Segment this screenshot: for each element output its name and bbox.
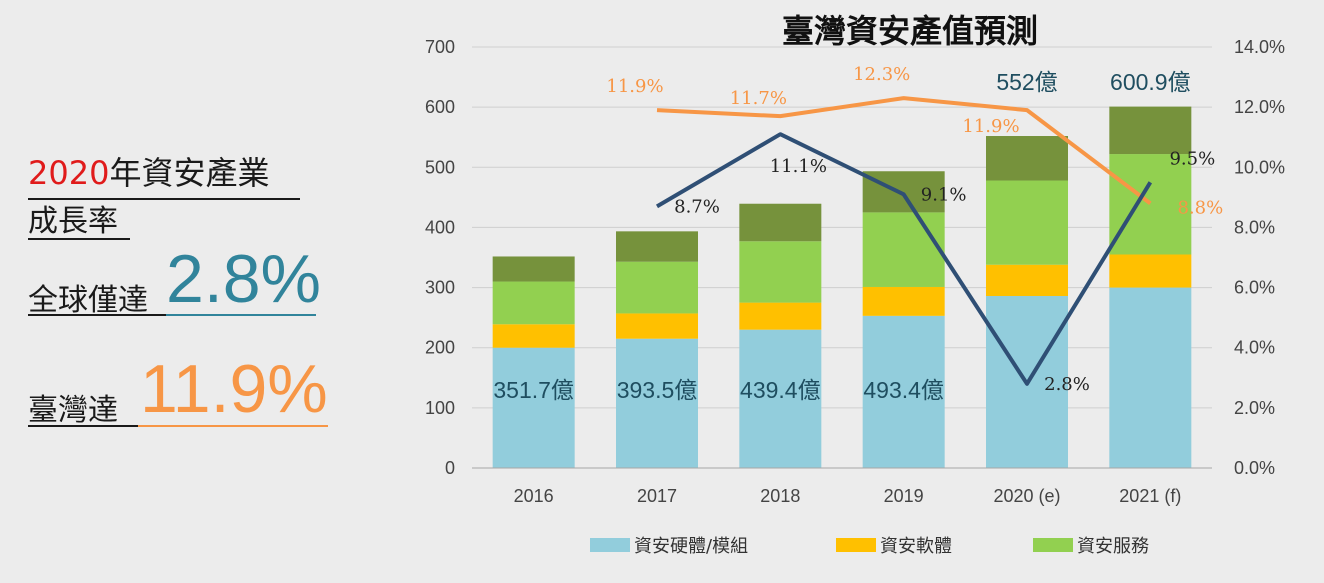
legend-label: 資安硬體/模組 (634, 536, 748, 557)
global-value: 2.8% (166, 241, 321, 317)
legend-swatch (590, 538, 630, 552)
total-label: 600.9億 (1110, 69, 1191, 95)
legend-label: 資安軟體 (880, 536, 952, 557)
total-label: 351.7億 (493, 377, 574, 403)
line-label: 2.8% (1044, 374, 1090, 395)
bar-segment (492, 324, 575, 348)
bar-segment (986, 264, 1068, 296)
bar-segment (1109, 106, 1192, 155)
y2-tick-label: 2.0% (1234, 398, 1275, 418)
bar-segment (862, 315, 945, 468)
bar-segment (1109, 254, 1192, 288)
x-tick-label: 2016 (514, 486, 554, 506)
line-label: 11.9% (962, 116, 1019, 137)
bars (492, 106, 1192, 468)
y2-tick-label: 0.0% (1234, 458, 1275, 478)
line-label: 12.3% (853, 64, 910, 85)
y2-tick-label: 8.0% (1234, 217, 1275, 237)
line-label: 8.7% (674, 196, 720, 217)
line-label: 11.1% (770, 156, 827, 177)
x-tick-label: 2018 (760, 486, 800, 506)
y2-tick-label: 6.0% (1234, 278, 1275, 298)
bar-segment (986, 136, 1068, 181)
y-tick-label: 700 (425, 37, 455, 57)
line-series-2 (655, 132, 1153, 386)
x-tick-label: 2021 (f) (1119, 486, 1181, 506)
y-tick-label: 300 (425, 278, 455, 298)
legend-swatch (1033, 538, 1073, 552)
bar-segment (492, 281, 575, 325)
left-panel: 2020年資安產業 成長率 全球僅達 2.8% 臺灣達 11.9% (0, 0, 360, 583)
legend-label: 資安服務 (1077, 536, 1149, 557)
underline-1 (28, 198, 300, 200)
y-tick-label: 400 (425, 217, 455, 237)
bar-segment (739, 302, 822, 330)
underline-4 (28, 425, 138, 427)
line2: 成長率 (28, 204, 118, 239)
bar-segment (739, 203, 822, 242)
bar-segment (616, 313, 698, 339)
bar-segment (616, 338, 698, 468)
bar-segment (986, 180, 1068, 265)
line-series-1 (656, 96, 1152, 205)
bar-segment (492, 347, 575, 468)
bar-segment (862, 212, 945, 287)
total-label: 552億 (996, 69, 1057, 95)
data-labels: 11.9% 11.7% 12.3% 11.9% 8.8% 8.7% 11.1% 9.1% 2.8… (493, 64, 1223, 403)
bar-segment (1109, 154, 1192, 255)
taiwan-value: 11.9% (140, 351, 328, 427)
bar-segment (1109, 287, 1192, 468)
line-label: 11.7% (730, 88, 787, 109)
x-tick-label: 2019 (884, 486, 924, 506)
bar-segment (862, 286, 945, 316)
line3-text: 全球僅達 (28, 283, 148, 318)
line-label: 9.5% (1169, 148, 1215, 169)
chart-title: 臺灣資安產值預測 (782, 12, 1038, 50)
legend: 資安硬體/模組 資安軟體 資安服務 (590, 536, 1149, 557)
bar-segment (862, 171, 945, 213)
total-label: 439.4億 (740, 377, 821, 403)
underline-3-accent (166, 314, 316, 316)
y2-tick-label: 10.0% (1234, 157, 1285, 177)
y2-tick-label: 12.0% (1234, 97, 1285, 117)
y-tick-label: 500 (425, 157, 455, 177)
y2-tick-label: 14.0% (1234, 37, 1285, 57)
bar-segment (739, 241, 822, 303)
underline-4-accent (138, 425, 328, 427)
bar-segment (616, 261, 698, 314)
bar-segment (739, 329, 822, 468)
line-label: 11.9% (606, 76, 663, 97)
line-label: 9.1% (921, 184, 967, 205)
underline-2 (28, 238, 130, 240)
line1-text: 年資安產業 (109, 154, 270, 192)
year-highlight: 2020 (28, 154, 110, 192)
line4-text: 臺灣達 (28, 393, 118, 428)
axes: 0 100 200 300 400 500 600 700 0.0% 2.0% 4.0% 6.0% 8.… (425, 37, 1285, 506)
y-tick-label: 0 (445, 458, 455, 478)
y-tick-label: 100 (425, 398, 455, 418)
line-label: 8.8% (1177, 197, 1223, 218)
total-label: 393.5億 (617, 377, 698, 403)
line1: 2020年資安產業 (28, 148, 269, 194)
bar-segment (492, 256, 575, 282)
y2-tick-label: 4.0% (1234, 338, 1275, 358)
y-tick-label: 200 (425, 338, 455, 358)
legend-swatch (836, 538, 876, 552)
bar-segment (616, 231, 698, 262)
gridlines (472, 46, 1212, 469)
underline-3 (28, 314, 166, 316)
x-tick-label: 2017 (637, 486, 677, 506)
line-series (655, 96, 1153, 386)
total-label: 493.4億 (863, 377, 944, 403)
y-tick-label: 600 (425, 97, 455, 117)
x-tick-label: 2020 (e) (993, 486, 1060, 506)
